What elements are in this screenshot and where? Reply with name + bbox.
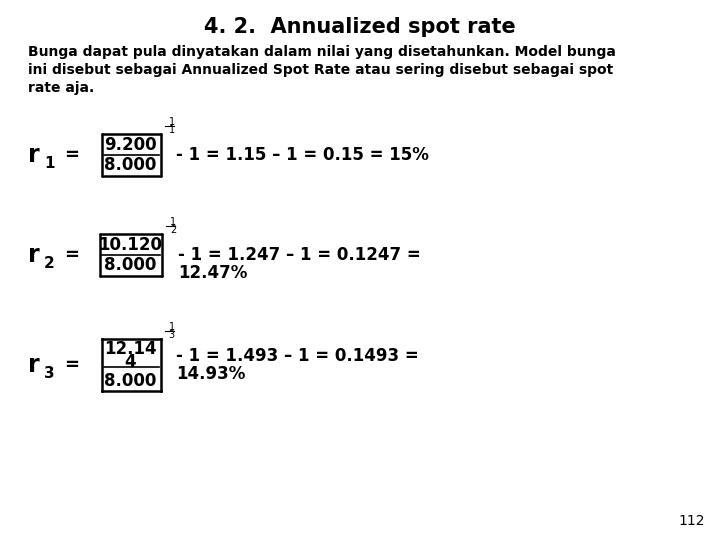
Text: 112: 112 [678,514,705,528]
Text: Bunga dapat pula dinyatakan dalam nilai yang disetahunkan. Model bunga: Bunga dapat pula dinyatakan dalam nilai … [28,45,616,59]
Text: - 1 = 1.493 – 1 = 0.1493 =: - 1 = 1.493 – 1 = 0.1493 = [176,347,419,365]
Text: 2: 2 [44,256,55,272]
Text: 8.000: 8.000 [104,157,156,174]
Text: ini disebut sebagai Annualized Spot Rate atau sering disebut sebagai spot: ini disebut sebagai Annualized Spot Rate… [28,63,613,77]
Text: 9.200: 9.200 [104,136,156,153]
Text: - 1 = 1.247 – 1 = 0.1247 =: - 1 = 1.247 – 1 = 0.1247 = [178,246,420,264]
Text: 1: 1 [170,217,176,227]
Text: 14.93%: 14.93% [176,365,246,383]
Text: r: r [28,353,40,377]
Text: 1: 1 [168,125,175,135]
Text: 8.000: 8.000 [104,256,156,274]
Text: 12.14: 12.14 [104,340,156,358]
Text: 1: 1 [44,157,55,172]
Text: =: = [64,146,79,164]
Text: r: r [28,143,40,167]
Text: =: = [64,356,79,374]
Text: 4. 2.  Annualized spot rate: 4. 2. Annualized spot rate [204,17,516,37]
Text: r: r [28,243,40,267]
Text: 12.47%: 12.47% [178,264,248,282]
Text: 1: 1 [168,322,175,332]
Text: 3: 3 [168,330,175,340]
Text: 3: 3 [44,367,55,381]
Text: 4: 4 [124,353,136,371]
Text: 8.000: 8.000 [104,372,156,390]
Text: rate aja.: rate aja. [28,81,94,95]
Text: 10.120: 10.120 [98,235,162,253]
Text: 2: 2 [170,225,176,235]
Text: =: = [64,246,79,264]
Text: - 1 = 1.15 – 1 = 0.15 = 15%: - 1 = 1.15 – 1 = 0.15 = 15% [176,146,429,164]
Text: 1: 1 [168,117,175,127]
